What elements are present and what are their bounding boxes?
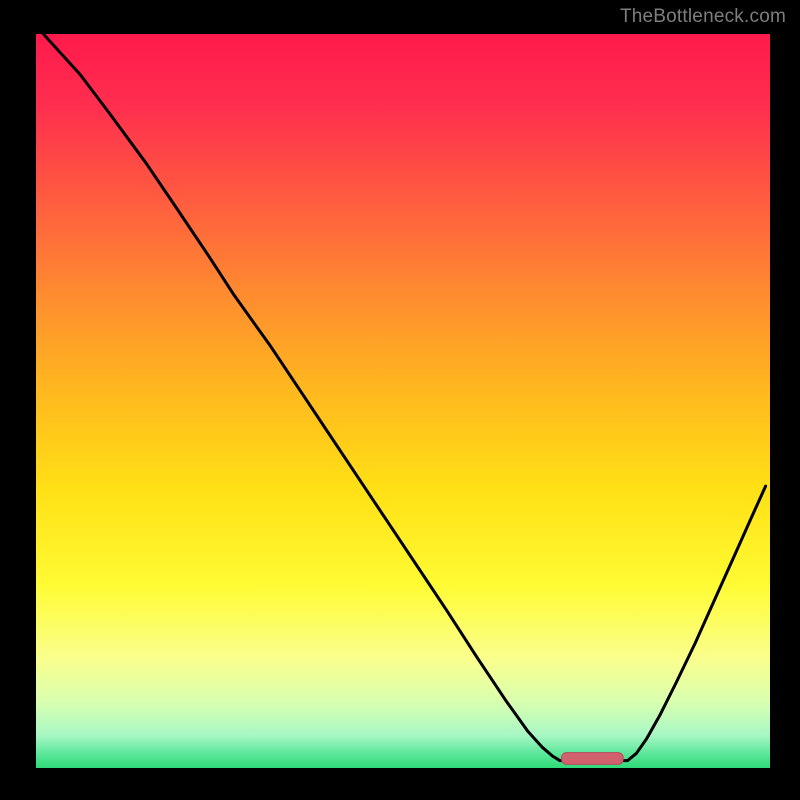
- bottleneck-chart: [32, 30, 774, 772]
- watermark-text: TheBottleneck.com: [620, 6, 786, 28]
- optimal-marker: [562, 753, 624, 765]
- gradient-background: [36, 34, 770, 768]
- chart-svg: [32, 30, 774, 772]
